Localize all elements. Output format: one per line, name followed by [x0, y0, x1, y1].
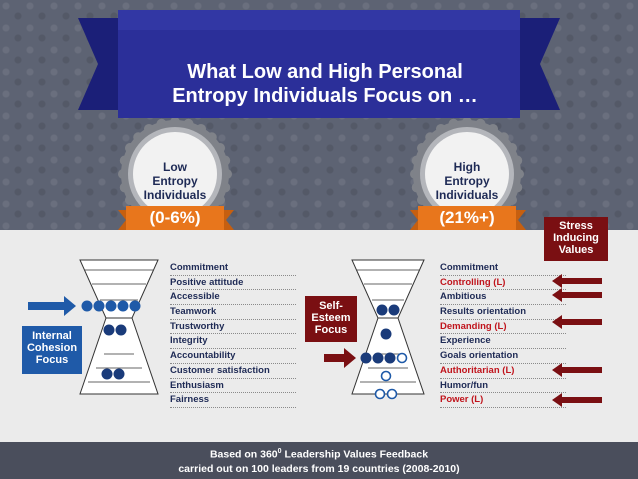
list-item: Ambitious: [440, 290, 566, 306]
list-item: Teamwork: [170, 305, 296, 320]
list-item: Demanding (L): [440, 320, 566, 335]
internal-cohesion-focus-box: Internal Cohesion Focus: [22, 326, 82, 374]
stress-arrows: [552, 274, 602, 407]
stress-arrow-controlling: [552, 274, 602, 288]
list-item: Goals orientation: [440, 349, 566, 364]
self-esteem-focus-box: Self- Esteem Focus: [305, 296, 357, 342]
high-entropy-circles: [324, 304, 408, 400]
list-item: Humor/fun: [440, 379, 566, 394]
list-item: Authoritarian (L): [440, 364, 566, 379]
list-item: Power (L): [440, 393, 566, 408]
list-item: Commitment: [170, 261, 296, 276]
stress-arrow-demanding: [552, 315, 602, 329]
list-item: Positive attitude: [170, 276, 296, 291]
high-entropy-label: High Entropy Individuals: [435, 160, 499, 202]
footer-line-1: Based on 3600 Leadership Values Feedback: [209, 448, 429, 461]
footer-line-2: carried out on 100 leaders from 19 count…: [178, 462, 460, 475]
page-title: What Low and High Personal Entropy Indiv…: [172, 61, 478, 107]
low-entropy-seal: [118, 118, 234, 230]
low-entropy-label: Low Entropy Individuals: [143, 160, 207, 202]
stress-inducing-values-box: Stress Inducing Values: [544, 217, 608, 261]
list-item: Enthusiasm: [170, 379, 296, 394]
stress-arrow-authoritarian: [552, 363, 602, 377]
stress-arrow-power: [552, 393, 602, 407]
list-item: Accessible: [170, 290, 296, 306]
list-item: Results orientation: [440, 305, 566, 320]
list-item: Commitment: [440, 261, 566, 276]
high-entropy-values-list: Commitment Controlling (L) Ambitious Res…: [440, 261, 566, 408]
list-item: Accountability: [170, 349, 296, 364]
high-entropy-seal: [410, 118, 526, 230]
high-entropy-range: (21%+): [439, 208, 495, 227]
list-item: Experience: [440, 334, 566, 350]
list-item: Controlling (L): [440, 276, 566, 291]
low-entropy-values-list: Commitment Positive attitude Accessible …: [170, 261, 296, 408]
footer: Based on 3600 Leadership Values Feedback…: [0, 442, 638, 479]
list-item: Trustworthy: [170, 320, 296, 335]
list-item: Fairness: [170, 393, 296, 408]
list-item: Customer satisfaction: [170, 364, 296, 379]
low-entropy-circles: [28, 296, 141, 380]
low-entropy-range: (0-6%): [149, 208, 201, 227]
title-banner: [78, 10, 560, 118]
list-item: Integrity: [170, 334, 296, 350]
stress-arrow-ambitious: [552, 288, 602, 302]
